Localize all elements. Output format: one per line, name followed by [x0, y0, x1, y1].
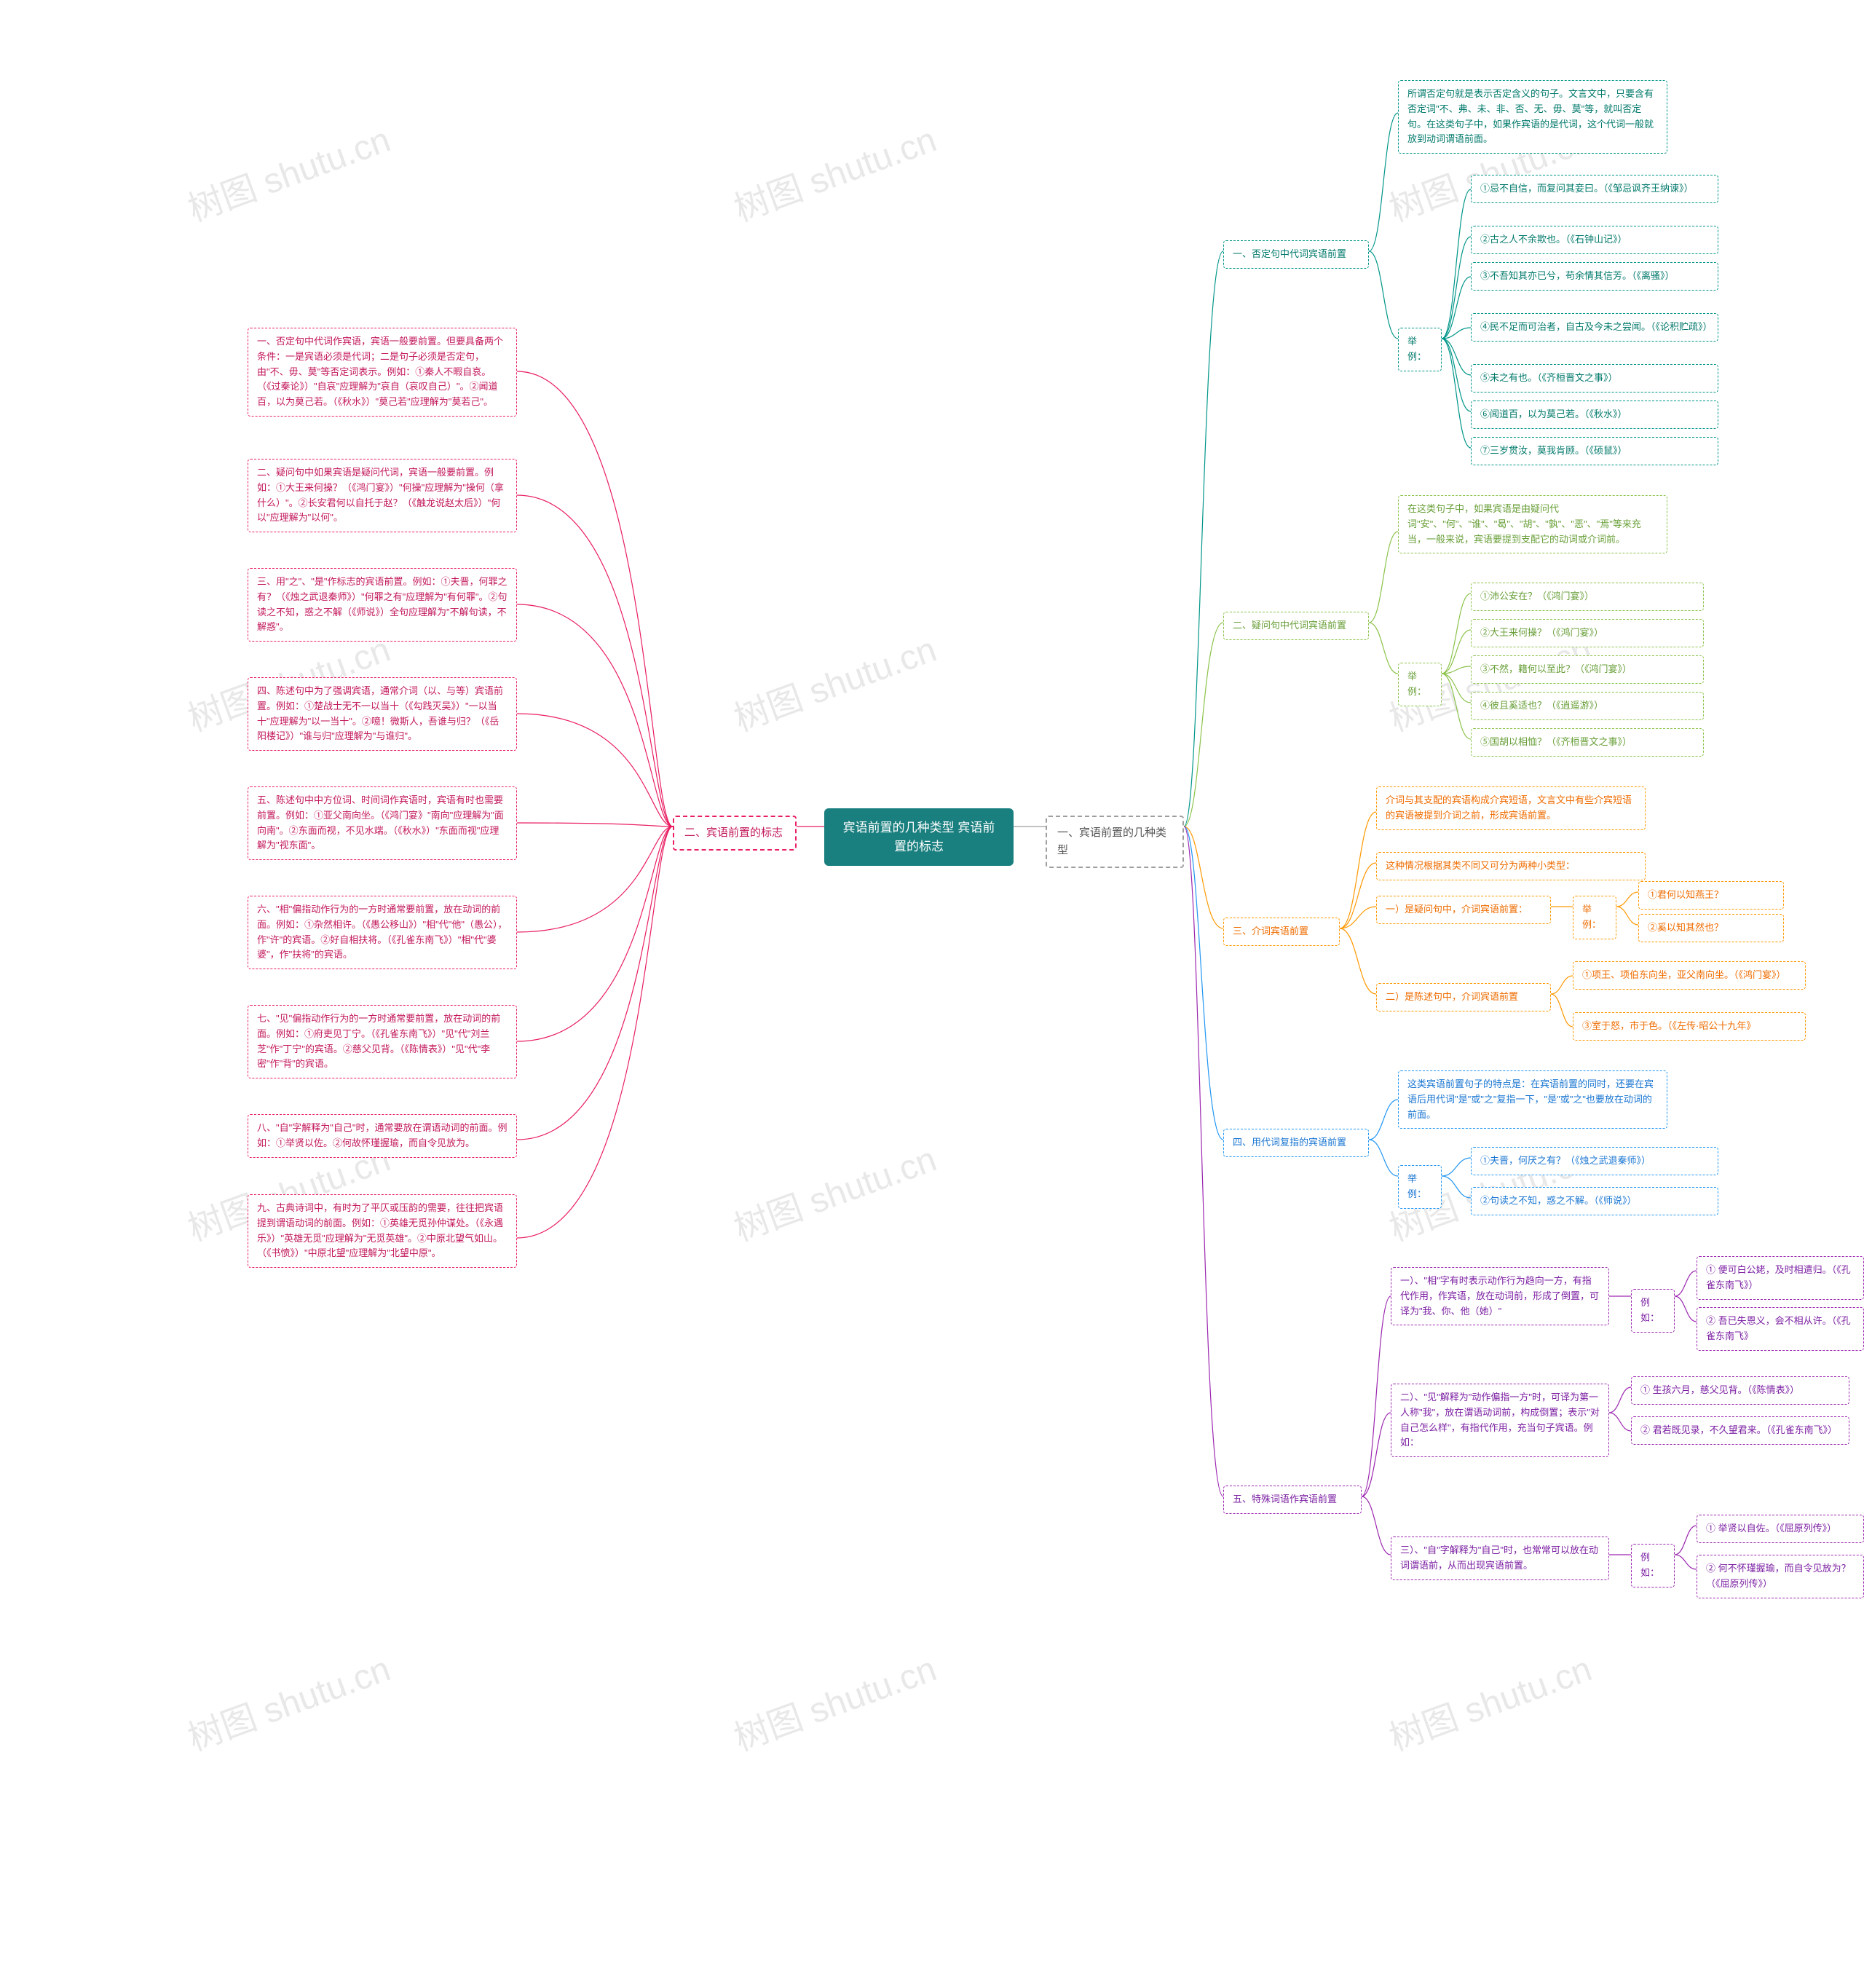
- right-group-2-desc2: 这种情况根据其类不同又可分为两种小类型：: [1376, 852, 1646, 880]
- right-group-2-desc: 介词与其支配的宾语构成介宾短语，文言文中有些介宾短语的宾语被提到介词之前，形成宾…: [1376, 786, 1646, 830]
- right-section-label: 一、宾语前置的几种类型: [1046, 816, 1184, 868]
- right-group-1-ex-4: ⑤国胡以相恤？（《齐桓晋文之事》）: [1471, 728, 1704, 757]
- right-group-4-sub-0: 一）、"相"字有时表示动作行为趋向一方，有指代作用，作宾语，放在动词前，形成了倒…: [1391, 1267, 1609, 1325]
- right-group-2-sub-0-ex-0: ①君何以知燕王？: [1638, 881, 1784, 910]
- left-item-3: 四、陈述句中为了强调宾语，通常介词（以、与等）宾语前置。例如：①楚战士无不一以当…: [248, 677, 517, 751]
- right-group-0-desc: 所谓否定句就是表示否定含义的句子。文言文中，只要含有否定词"不、弗、未、非、否、…: [1398, 80, 1667, 154]
- right-group-0-ex-3: ④民不足而可治者，自古及今未之尝闻。（《论积贮疏》）: [1471, 313, 1718, 342]
- right-group-0-ex-2: ③不吾知其亦已兮，苟余情其信芳。（《离骚》）: [1471, 262, 1718, 291]
- right-group-4-sub-1-ex-1: ② 君若既见录，不久望君来。（《孔雀东南飞》）: [1631, 1416, 1849, 1445]
- connectors-layer: [15, 15, 1849, 1973]
- right-group-2-sub-0-ex-1: ②奚以知其然也？: [1638, 914, 1784, 942]
- right-group-1-ex-1: ②大王来何操？（《鸿门宴》）: [1471, 619, 1704, 647]
- right-group-2-sub-1-ex-0: ①项王、项伯东向坐，亚父南向坐。（《鸿门宴》）: [1573, 961, 1806, 990]
- left-item-1: 二、疑问句中如果宾语是疑问代词，宾语一般要前置。例如：①大王来何操？（《鸿门宴》…: [248, 459, 517, 532]
- right-group-4: 五、特殊词语作宾语前置: [1223, 1486, 1362, 1514]
- right-group-2-sub-0: 一）是疑问句中，介词宾语前置：: [1376, 896, 1551, 924]
- right-group-1-desc: 在这类句子中，如果宾语是由疑问代词"安"、"何"、"谁"、"曷"、"胡"、"孰"…: [1398, 495, 1667, 553]
- right-group-0-ex-4: ⑤未之有也。（《齐桓晋文之事》）: [1471, 364, 1718, 393]
- right-group-4-sub-0-ex-0: ① 便可白公姥，及时相遣归。（《孔雀东南飞》）: [1697, 1256, 1864, 1300]
- right-group-0-exlabel: 举例：: [1398, 328, 1442, 371]
- mindmap-canvas: 宾语前置的几种类型 宾语前置的标志二、宾语前置的标志 一、否定句中代词作宾语，宾语…: [15, 15, 1849, 1973]
- right-group-0: 一、否定句中代词宾语前置: [1223, 240, 1369, 269]
- left-item-0: 一、否定句中代词作宾语，宾语一般要前置。但要具备两个条件：一是宾语必须是代词；二…: [248, 328, 517, 417]
- right-group-3-ex-1: ②句读之不知，惑之不解。（《师说》）: [1471, 1187, 1718, 1215]
- right-group-1-ex-0: ①沛公安在？（《鸿门宴》）: [1471, 583, 1704, 611]
- right-group-1-exlabel: 举例：: [1398, 663, 1442, 706]
- left-item-6: 七、"见"偏指动作行为的一方时通常要前置，放在动词的前面。例如：①府吏见丁宁。（…: [248, 1005, 517, 1078]
- right-group-0-ex-5: ⑥闻道百，以为莫己若。（《秋水》）: [1471, 401, 1718, 429]
- right-group-1-ex-2: ③不然，籍何以至此？（《鸿门宴》）: [1471, 655, 1704, 684]
- right-group-1-ex-3: ④彼且奚适也？（《逍遥游》）: [1471, 692, 1704, 720]
- right-group-0-ex-0: ①忌不自信，而复问其妾曰。（《邹忌讽齐王纳谏》）: [1471, 175, 1718, 203]
- root-node: 宾语前置的几种类型 宾语前置的标志: [824, 808, 1014, 866]
- right-group-2-sub-0-exlabel: 举例：: [1573, 896, 1616, 939]
- right-group-4-sub-2-ex-0: ① 举贤以自佐。（《屈原列传》）: [1697, 1515, 1864, 1543]
- left-item-8: 九、古典诗词中，有时为了平仄或压韵的需要，往往把宾语提到谓语动词的前面。例如：①…: [248, 1194, 517, 1268]
- right-group-2: 三、介词宾语前置: [1223, 918, 1340, 946]
- right-group-3-desc: 这类宾语前置句子的特点是：在宾语前置的同时，还要在宾语后用代词"是"或"之"复指…: [1398, 1070, 1667, 1129]
- right-group-4-sub-1-ex-0: ① 生孩六月，慈父见背。（《陈情表》）: [1631, 1376, 1849, 1405]
- left-item-2: 三、用"之"、"是"作标志的宾语前置。例如：①夫晋，何罪之有？（《烛之武退秦师》…: [248, 568, 517, 642]
- right-group-3-ex-0: ①夫晋，何厌之有？（《烛之武退秦师》）: [1471, 1147, 1718, 1175]
- left-item-4: 五、陈述句中中方位词、时间词作宾语时，宾语有时也需要前置。例如：①亚父南向坐。（…: [248, 786, 517, 860]
- left-item-7: 八、"自"字解释为"自己"时，通常要放在谓语动词的前面。例如：①举贤以佐。②何故…: [248, 1114, 517, 1158]
- right-group-0-ex-6: ⑦三岁贯汝，莫我肯顾。（《硕鼠》）: [1471, 437, 1718, 465]
- right-group-0-ex-1: ②古之人不余欺也。（《石钟山记》）: [1471, 226, 1718, 254]
- right-group-4-sub-0-exlabel: 例如：: [1631, 1289, 1675, 1333]
- right-group-4-sub-2-exlabel: 例如：: [1631, 1544, 1675, 1587]
- right-group-1: 二、疑问句中代词宾语前置: [1223, 612, 1369, 640]
- right-group-4-sub-2: 三）、"自"字解释为"自己"时，也常常可以放在动词谓语前，从而出现宾语前置。: [1391, 1537, 1609, 1580]
- right-group-4-sub-0-ex-1: ② 吾已失恩义，会不相从许。（《孔雀东南飞》: [1697, 1307, 1864, 1351]
- right-group-3: 四、用代词复指的宾语前置: [1223, 1129, 1369, 1157]
- right-group-3-exlabel: 举例：: [1398, 1165, 1442, 1209]
- left-item-5: 六、"相"偏指动作行为的一方时通常要前置，放在动词的前面。例如：①杂然相许。（《…: [248, 896, 517, 969]
- right-group-2-sub-1: 二）是陈述句中，介词宾语前置: [1376, 983, 1551, 1011]
- left-section-label: 二、宾语前置的标志: [673, 816, 797, 851]
- right-group-4-sub-2-ex-1: ② 何不怀瑾握瑜，而自令见放为？（《屈原列传》）: [1697, 1555, 1864, 1598]
- right-group-2-sub-1-ex-1: ③室于怒，市于色。（《左传·昭公十九年》: [1573, 1012, 1806, 1041]
- right-group-4-sub-1: 二）、"见"解释为"动作偏指一方"时，可译为第一人称"我"，放在谓语动词前，构成…: [1391, 1384, 1609, 1457]
